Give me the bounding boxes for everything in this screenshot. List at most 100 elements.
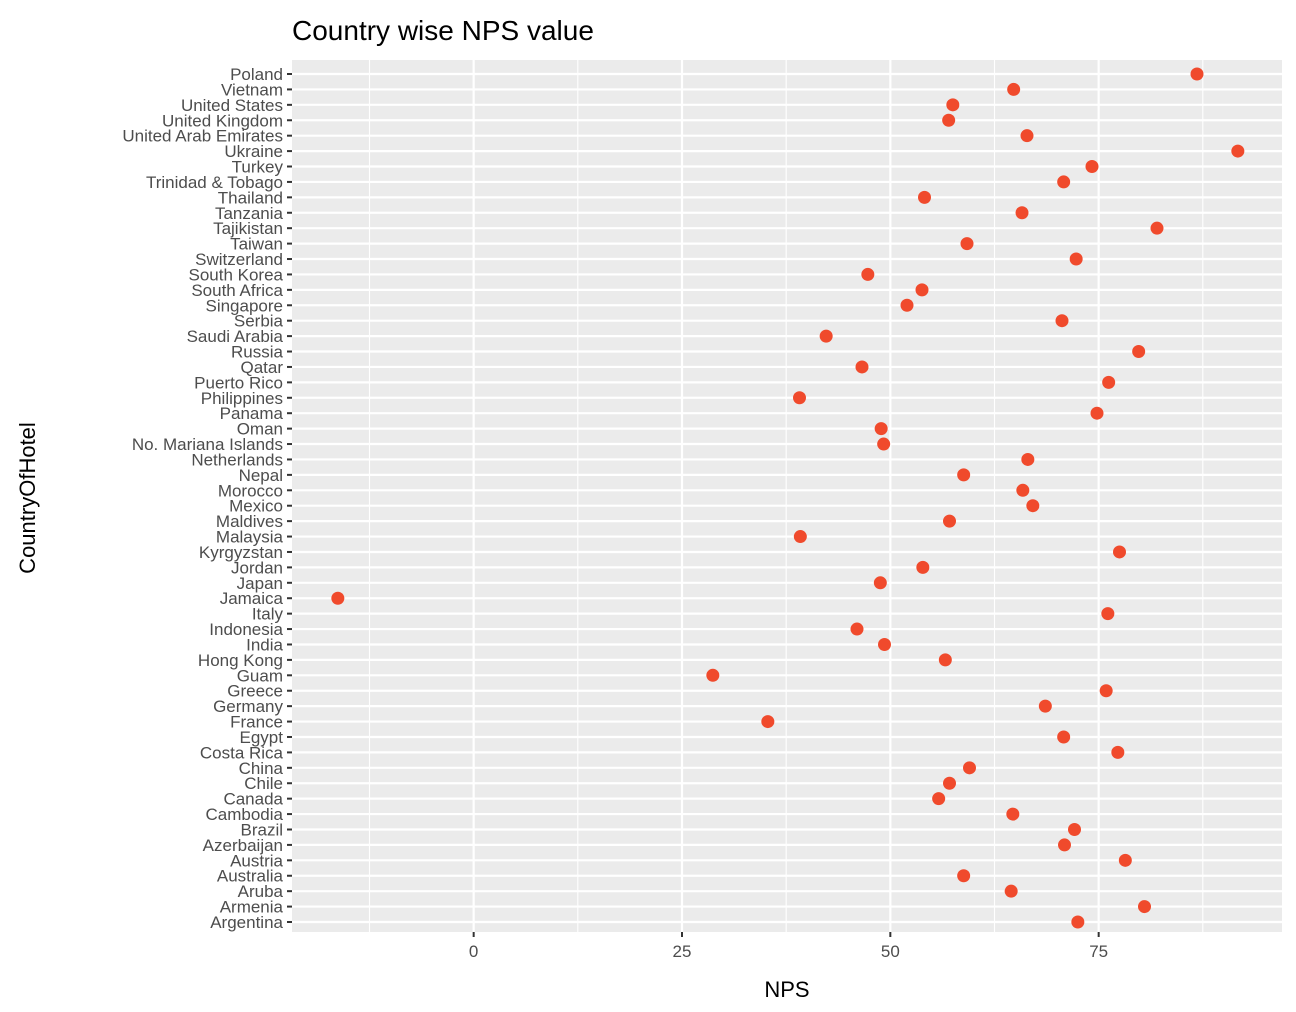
y-tick-label: Canada xyxy=(223,790,283,809)
data-point xyxy=(1090,406,1104,420)
y-tick-label: Oman xyxy=(237,420,283,439)
y-tick-label: Indonesia xyxy=(209,620,283,639)
y-tick-label: Poland xyxy=(230,65,283,84)
x-axis-title: NPS xyxy=(764,977,809,1002)
data-point xyxy=(938,653,952,667)
y-tick-label: Taiwan xyxy=(230,235,283,254)
data-point xyxy=(1006,807,1020,821)
data-point xyxy=(793,530,807,544)
y-tick-label: South Africa xyxy=(191,281,283,300)
y-tick-label: Argentina xyxy=(210,913,283,932)
data-point xyxy=(918,190,931,204)
y-tick-label: Austria xyxy=(230,851,283,870)
data-point xyxy=(1020,129,1034,143)
data-point xyxy=(855,360,869,374)
data-point xyxy=(1102,375,1116,389)
y-tick-label: Thailand xyxy=(218,188,283,207)
data-point xyxy=(1015,206,1029,220)
data-point xyxy=(932,792,946,806)
data-point xyxy=(957,869,971,883)
y-tick-label: Nepal xyxy=(239,466,283,485)
data-point xyxy=(1138,900,1151,914)
data-point xyxy=(331,591,345,605)
y-tick-label: Ukraine xyxy=(224,142,283,161)
y-tick-label: Australia xyxy=(217,867,284,886)
y-tick-label: Puerto Rico xyxy=(194,373,283,392)
data-point xyxy=(946,98,960,112)
data-point xyxy=(900,298,914,312)
data-point xyxy=(960,237,974,251)
data-point xyxy=(1026,499,1040,513)
data-point xyxy=(943,514,956,528)
data-point xyxy=(916,560,930,574)
y-axis-ticks: ArgentinaArmeniaArubaAustraliaAustriaAze… xyxy=(122,65,292,932)
y-tick-label: South Korea xyxy=(188,265,283,284)
data-points xyxy=(331,67,1245,929)
data-point xyxy=(1118,853,1132,867)
y-tick-label: China xyxy=(239,759,284,778)
y-tick-label: United Arab Emirates xyxy=(122,127,283,146)
data-point xyxy=(1085,160,1099,174)
data-point xyxy=(957,468,971,482)
y-tick-label: Germany xyxy=(213,697,283,716)
y-tick-label: Japan xyxy=(237,574,283,593)
y-tick-label: Costa Rica xyxy=(200,743,284,762)
data-point xyxy=(761,715,775,729)
y-tick-label: United Kingdom xyxy=(162,111,283,130)
y-tick-label: Greece xyxy=(227,682,283,701)
data-point xyxy=(1071,915,1085,929)
y-tick-label: India xyxy=(246,635,283,654)
data-point xyxy=(1016,483,1030,497)
data-point xyxy=(1007,82,1021,96)
y-tick-label: Russia xyxy=(231,343,284,362)
data-point xyxy=(943,776,956,790)
y-tick-label: Chile xyxy=(244,774,283,793)
data-point xyxy=(1101,607,1115,621)
data-point xyxy=(1111,745,1125,759)
y-tick-label: Maldives xyxy=(216,512,283,531)
data-point xyxy=(1021,452,1035,466)
y-tick-label: Qatar xyxy=(240,358,283,377)
data-point xyxy=(1231,144,1245,158)
data-point xyxy=(706,668,720,682)
x-tick-label: 25 xyxy=(673,942,692,961)
data-point xyxy=(874,422,888,436)
y-tick-label: Azerbaijan xyxy=(203,836,283,855)
x-axis-ticks: 0 25 50 75 xyxy=(469,932,1108,961)
y-tick-label: Morocco xyxy=(218,481,283,500)
y-tick-label: Jamaica xyxy=(220,589,284,608)
y-tick-label: Switzerland xyxy=(195,250,283,269)
data-point xyxy=(1057,730,1071,744)
data-point xyxy=(873,576,887,590)
major-gridlines xyxy=(292,60,1282,932)
y-tick-label: Guam xyxy=(237,666,283,685)
y-tick-label: Egypt xyxy=(240,728,284,747)
data-point xyxy=(1150,221,1164,235)
data-point xyxy=(819,329,833,343)
y-tick-label: United States xyxy=(181,96,283,115)
y-tick-label: Serbia xyxy=(234,312,284,331)
data-point xyxy=(963,761,976,775)
x-tick-label: 50 xyxy=(881,942,900,961)
y-tick-label: Jordan xyxy=(231,558,283,577)
plot-panel xyxy=(292,60,1282,932)
data-point xyxy=(793,391,806,405)
y-tick-label: Brazil xyxy=(240,820,283,839)
y-tick-label: Cambodia xyxy=(206,805,284,824)
y-tick-label: Trinidad & Tobago xyxy=(146,173,283,192)
data-point xyxy=(1068,822,1081,836)
chart-title: Country wise NPS value xyxy=(292,15,594,46)
y-tick-label: Tanzania xyxy=(215,204,284,223)
y-tick-label: Netherlands xyxy=(191,450,283,469)
data-point xyxy=(1038,699,1052,713)
y-tick-label: Malaysia xyxy=(216,528,284,547)
y-tick-label: Armenia xyxy=(220,898,284,917)
y-tick-label: Kyrgyzstan xyxy=(199,543,283,562)
data-point xyxy=(1132,345,1146,359)
data-point xyxy=(1099,684,1113,698)
y-tick-label: Saudi Arabia xyxy=(187,327,284,346)
data-point xyxy=(861,267,875,281)
data-point xyxy=(877,437,891,451)
y-tick-label: Italy xyxy=(252,605,284,624)
